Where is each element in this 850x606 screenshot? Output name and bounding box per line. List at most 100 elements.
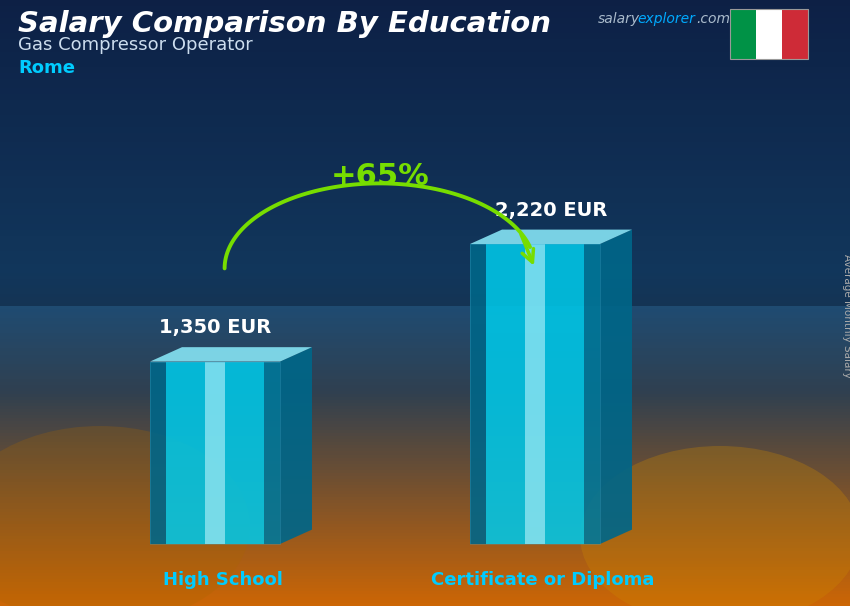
Bar xyxy=(0,561,850,564)
Bar xyxy=(0,476,850,479)
Polygon shape xyxy=(470,230,632,244)
Bar xyxy=(0,173,850,176)
Bar xyxy=(0,212,850,215)
Bar xyxy=(0,454,850,458)
Bar xyxy=(0,379,850,382)
Bar xyxy=(0,224,850,227)
Text: Rome: Rome xyxy=(18,59,75,77)
Bar xyxy=(0,333,850,336)
Bar xyxy=(0,239,850,242)
Bar xyxy=(0,473,850,476)
Text: explorer: explorer xyxy=(637,12,694,26)
Bar xyxy=(0,509,850,512)
Bar xyxy=(0,554,850,558)
Bar xyxy=(0,558,850,561)
Bar xyxy=(0,130,850,133)
Bar xyxy=(0,573,850,576)
Bar xyxy=(0,139,850,142)
Bar xyxy=(0,294,850,297)
Bar xyxy=(0,491,850,494)
Bar xyxy=(0,230,850,233)
Bar xyxy=(0,336,850,339)
Bar xyxy=(0,227,850,230)
Ellipse shape xyxy=(0,426,250,606)
Bar xyxy=(0,318,850,321)
Text: High School: High School xyxy=(163,571,283,589)
Polygon shape xyxy=(470,244,485,544)
Bar xyxy=(0,251,850,255)
Bar xyxy=(0,94,850,97)
Bar xyxy=(0,594,850,597)
Bar xyxy=(0,467,850,470)
Bar xyxy=(0,70,850,73)
Text: Certificate or Diploma: Certificate or Diploma xyxy=(431,571,654,589)
Bar xyxy=(0,585,850,588)
Bar xyxy=(0,355,850,358)
Bar xyxy=(0,442,850,445)
Bar xyxy=(0,88,850,91)
Bar xyxy=(0,167,850,170)
Bar xyxy=(0,267,850,270)
Bar xyxy=(0,506,850,509)
Bar xyxy=(0,512,850,515)
Bar xyxy=(0,91,850,94)
Bar xyxy=(0,342,850,345)
Bar xyxy=(0,127,850,130)
Bar xyxy=(0,61,850,64)
Bar xyxy=(0,48,850,52)
Bar xyxy=(0,200,850,203)
Polygon shape xyxy=(280,347,312,544)
Bar xyxy=(0,45,850,48)
Bar xyxy=(0,85,850,88)
Bar xyxy=(0,55,850,58)
Bar xyxy=(0,345,850,348)
Bar xyxy=(0,197,850,200)
Bar xyxy=(0,397,850,400)
Bar xyxy=(0,124,850,127)
Bar xyxy=(0,382,850,385)
Bar xyxy=(0,100,850,103)
Bar xyxy=(0,67,850,70)
Bar xyxy=(0,79,850,82)
Bar xyxy=(0,30,850,33)
Bar xyxy=(0,27,850,30)
Bar xyxy=(0,394,850,397)
Bar xyxy=(756,9,782,59)
Polygon shape xyxy=(524,244,546,544)
Polygon shape xyxy=(485,244,585,544)
Bar xyxy=(0,385,850,388)
Bar xyxy=(0,351,850,355)
Bar xyxy=(0,324,850,327)
Bar xyxy=(0,188,850,191)
Bar xyxy=(0,524,850,527)
Bar xyxy=(0,109,850,112)
Bar xyxy=(0,503,850,506)
Bar xyxy=(0,348,850,351)
Bar xyxy=(0,433,850,436)
Bar xyxy=(0,418,850,421)
Polygon shape xyxy=(0,0,850,306)
Bar xyxy=(782,9,809,59)
Bar xyxy=(0,424,850,427)
Bar xyxy=(0,376,850,379)
Bar xyxy=(0,464,850,467)
Bar xyxy=(0,170,850,173)
Bar xyxy=(0,155,850,158)
Bar xyxy=(0,479,850,482)
Bar xyxy=(0,245,850,248)
Bar xyxy=(730,9,756,59)
Bar xyxy=(0,297,850,300)
Bar xyxy=(0,0,850,3)
Bar xyxy=(0,358,850,361)
Bar xyxy=(0,582,850,585)
Bar xyxy=(0,218,850,221)
Bar xyxy=(0,64,850,67)
Bar xyxy=(0,564,850,567)
Bar xyxy=(0,236,850,239)
Bar xyxy=(0,364,850,367)
Bar xyxy=(0,451,850,454)
Bar xyxy=(0,461,850,464)
Bar xyxy=(0,270,850,273)
Bar xyxy=(0,339,850,342)
Bar xyxy=(0,421,850,424)
